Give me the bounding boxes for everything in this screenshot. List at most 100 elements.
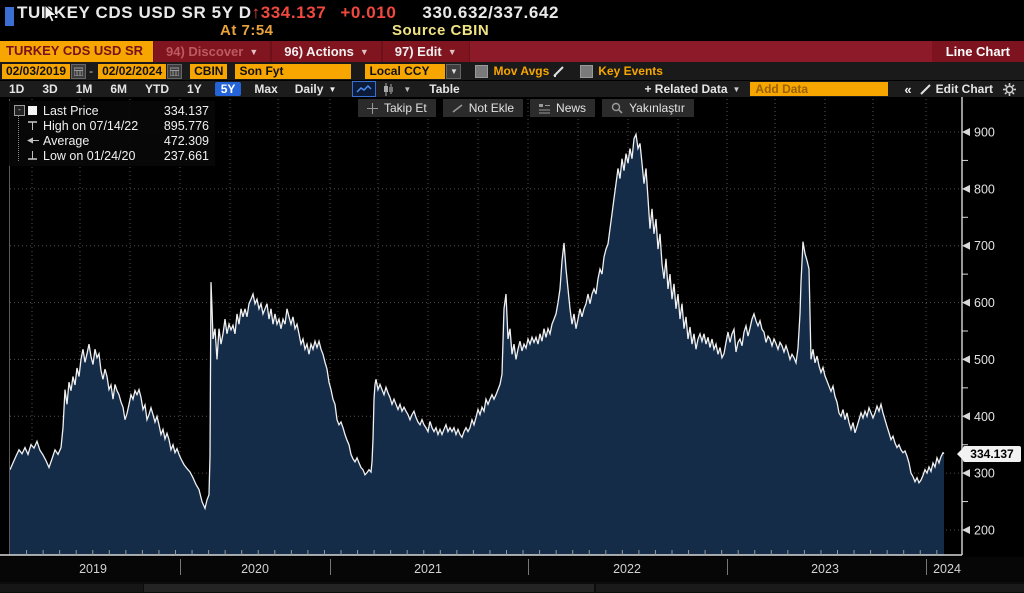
security-name-box[interactable]: TURKEY CDS USD SR: [0, 41, 154, 62]
year-separator: [180, 559, 181, 575]
range-6m[interactable]: 6M: [110, 82, 128, 96]
calendar-icon[interactable]: [71, 63, 87, 79]
key-events-label[interactable]: Key Events: [598, 64, 663, 78]
date-from-input[interactable]: 02/03/2019: [2, 63, 71, 79]
last-price-axis-marker: 334.137: [957, 446, 1021, 462]
edit-chart-button[interactable]: Edit Chart: [919, 82, 993, 96]
x-axis-strip: 2019 2020 2021 2022 2023 2024: [0, 557, 1024, 582]
year-label-2023: 2023: [811, 562, 839, 576]
chevron-down-icon: ▼: [249, 46, 259, 57]
last-price: 334.137: [260, 3, 327, 22]
scrollbar-thumb[interactable]: [144, 584, 594, 592]
title-bar: TURKEY CDS USD SR 5Y D↑334.137 +0.010 330.…: [0, 0, 1024, 41]
year-label-2020: 2020: [241, 562, 269, 576]
year-separator: [926, 559, 927, 575]
bid-ask: 330.632/337.642: [422, 3, 560, 22]
news-list-icon: [539, 103, 551, 113]
chevron-down-icon: ▼: [359, 46, 369, 57]
chevron-down-icon: ▼: [328, 84, 337, 94]
year-label-2024: 2024: [933, 562, 961, 576]
legend-tree-line: [18, 115, 19, 161]
annotate-line-icon: [452, 103, 463, 113]
add-data-input[interactable]: Add Data: [750, 82, 889, 96]
table-button[interactable]: Table: [429, 82, 460, 96]
spacer: [470, 41, 932, 62]
frequency-select[interactable]: Daily ▼: [294, 82, 337, 96]
year-label-2019: 2019: [79, 562, 107, 576]
mov-avgs-label[interactable]: Mov Avgs: [493, 64, 550, 78]
svg-text:800: 800: [974, 182, 995, 196]
svg-text:600: 600: [974, 296, 995, 310]
legend-row-low[interactable]: Low on 01/24/20 237.661: [13, 148, 209, 163]
pencil-icon[interactable]: [553, 65, 566, 77]
chart-annotation-toolbar: Takip Et Not Ekle News Yakınlaştır: [358, 99, 694, 117]
track-button[interactable]: Takip Et: [358, 99, 436, 117]
chart-type-dropdown-icon[interactable]: ▼: [403, 84, 412, 94]
line-chart-type-icon[interactable]: [352, 81, 377, 97]
low-marker-icon: [26, 150, 39, 161]
legend-row-high[interactable]: High on 07/14/22 895.776: [13, 118, 209, 133]
svg-text:500: 500: [974, 353, 995, 367]
key-events-checkbox[interactable]: [580, 64, 594, 78]
pricing-source-field[interactable]: CBIN: [190, 63, 228, 79]
crosshair-icon: [367, 102, 378, 114]
menu-bar: TURKEY CDS USD SR 94) Discover ▼ 96) Acti…: [0, 41, 1024, 62]
legend-collapse-icon[interactable]: -: [13, 105, 26, 116]
quote-source: Source CBIN: [392, 22, 490, 39]
scrollbar-track-left[interactable]: [0, 584, 143, 592]
instrument-title: TURKEY CDS USD SR 5Y D: [17, 3, 252, 22]
average-marker-icon: [26, 136, 39, 145]
price-change: +0.010: [340, 3, 397, 22]
price-chart-area[interactable]: 200 300 400 500 600 700 800 900 Takip Et Not Ek…: [0, 97, 1024, 557]
svg-text:700: 700: [974, 239, 995, 253]
up-arrow-icon: ↑: [251, 3, 261, 22]
range-1m[interactable]: 1M: [75, 82, 93, 96]
scrollbar-track-right[interactable]: [596, 584, 1024, 592]
chart-scrollbar[interactable]: [0, 582, 1024, 593]
gear-icon[interactable]: [1003, 82, 1016, 96]
quote-line: TURKEY CDS USD SR 5Y D↑334.137 +0.010 330.…: [17, 3, 559, 23]
range-toolbar: 1D 3D 1M 6M YTD 1Y 5Y Max Daily ▼ ▼ Table…: [0, 81, 1024, 97]
annotate-button[interactable]: Not Ekle: [442, 99, 524, 117]
collapse-panel-button[interactable]: «: [904, 81, 912, 97]
currency-dropdown-icon[interactable]: ▼: [446, 63, 462, 79]
zoom-button[interactable]: Yakınlaştır: [602, 99, 694, 117]
menu-edit[interactable]: 97) Edit ▼: [381, 41, 470, 62]
last-price-marker-icon: [26, 106, 39, 115]
range-1d[interactable]: 1D: [9, 82, 25, 96]
price-field-select[interactable]: Son Fyt: [235, 63, 352, 79]
chart-legend[interactable]: - Last Price 334.137 High on 07/14/22 89…: [9, 101, 215, 166]
mov-avgs-checkbox[interactable]: [475, 64, 489, 78]
view-mode-label: Line Chart: [931, 41, 1024, 62]
mouse-cursor: [44, 4, 58, 23]
related-data-button[interactable]: + Related Data ▼: [644, 82, 741, 96]
security-flag-icon: [5, 7, 14, 26]
quote-time: At 7:54: [220, 22, 274, 39]
svg-text:900: 900: [974, 126, 995, 140]
menu-discover[interactable]: 94) Discover ▼: [153, 41, 272, 62]
high-marker-icon: [26, 120, 39, 131]
price-chart-svg[interactable]: 200 300 400 500 600 700 800 900: [0, 97, 1024, 557]
range-max[interactable]: Max: [254, 82, 278, 96]
news-button[interactable]: News: [530, 99, 596, 117]
range-5y-selected[interactable]: 5Y: [214, 82, 242, 96]
date-range-dash: -: [89, 64, 94, 78]
legend-row-last-price[interactable]: - Last Price 334.137: [13, 103, 209, 118]
legend-row-average[interactable]: Average 472.309: [13, 133, 209, 148]
date-to-input[interactable]: 02/02/2024: [98, 63, 167, 79]
chevron-down-icon: ▼: [447, 46, 457, 57]
currency-select[interactable]: Local CCY: [365, 63, 446, 79]
chart-controls-row: 02/03/2019 - 02/02/2024 CBIN Son Fyt Loc…: [0, 62, 1024, 81]
range-ytd[interactable]: YTD: [145, 82, 170, 96]
range-1y[interactable]: 1Y: [187, 82, 202, 96]
calendar-icon[interactable]: [167, 63, 183, 79]
menu-actions[interactable]: 96) Actions ▼: [271, 41, 382, 62]
range-3d[interactable]: 3D: [42, 82, 58, 96]
year-separator: [528, 559, 529, 575]
candle-chart-type-icon[interactable]: [382, 82, 395, 96]
svg-text:200: 200: [974, 524, 995, 538]
year-label-2021: 2021: [414, 562, 442, 576]
year-separator: [727, 559, 728, 575]
svg-text:300: 300: [974, 467, 995, 481]
